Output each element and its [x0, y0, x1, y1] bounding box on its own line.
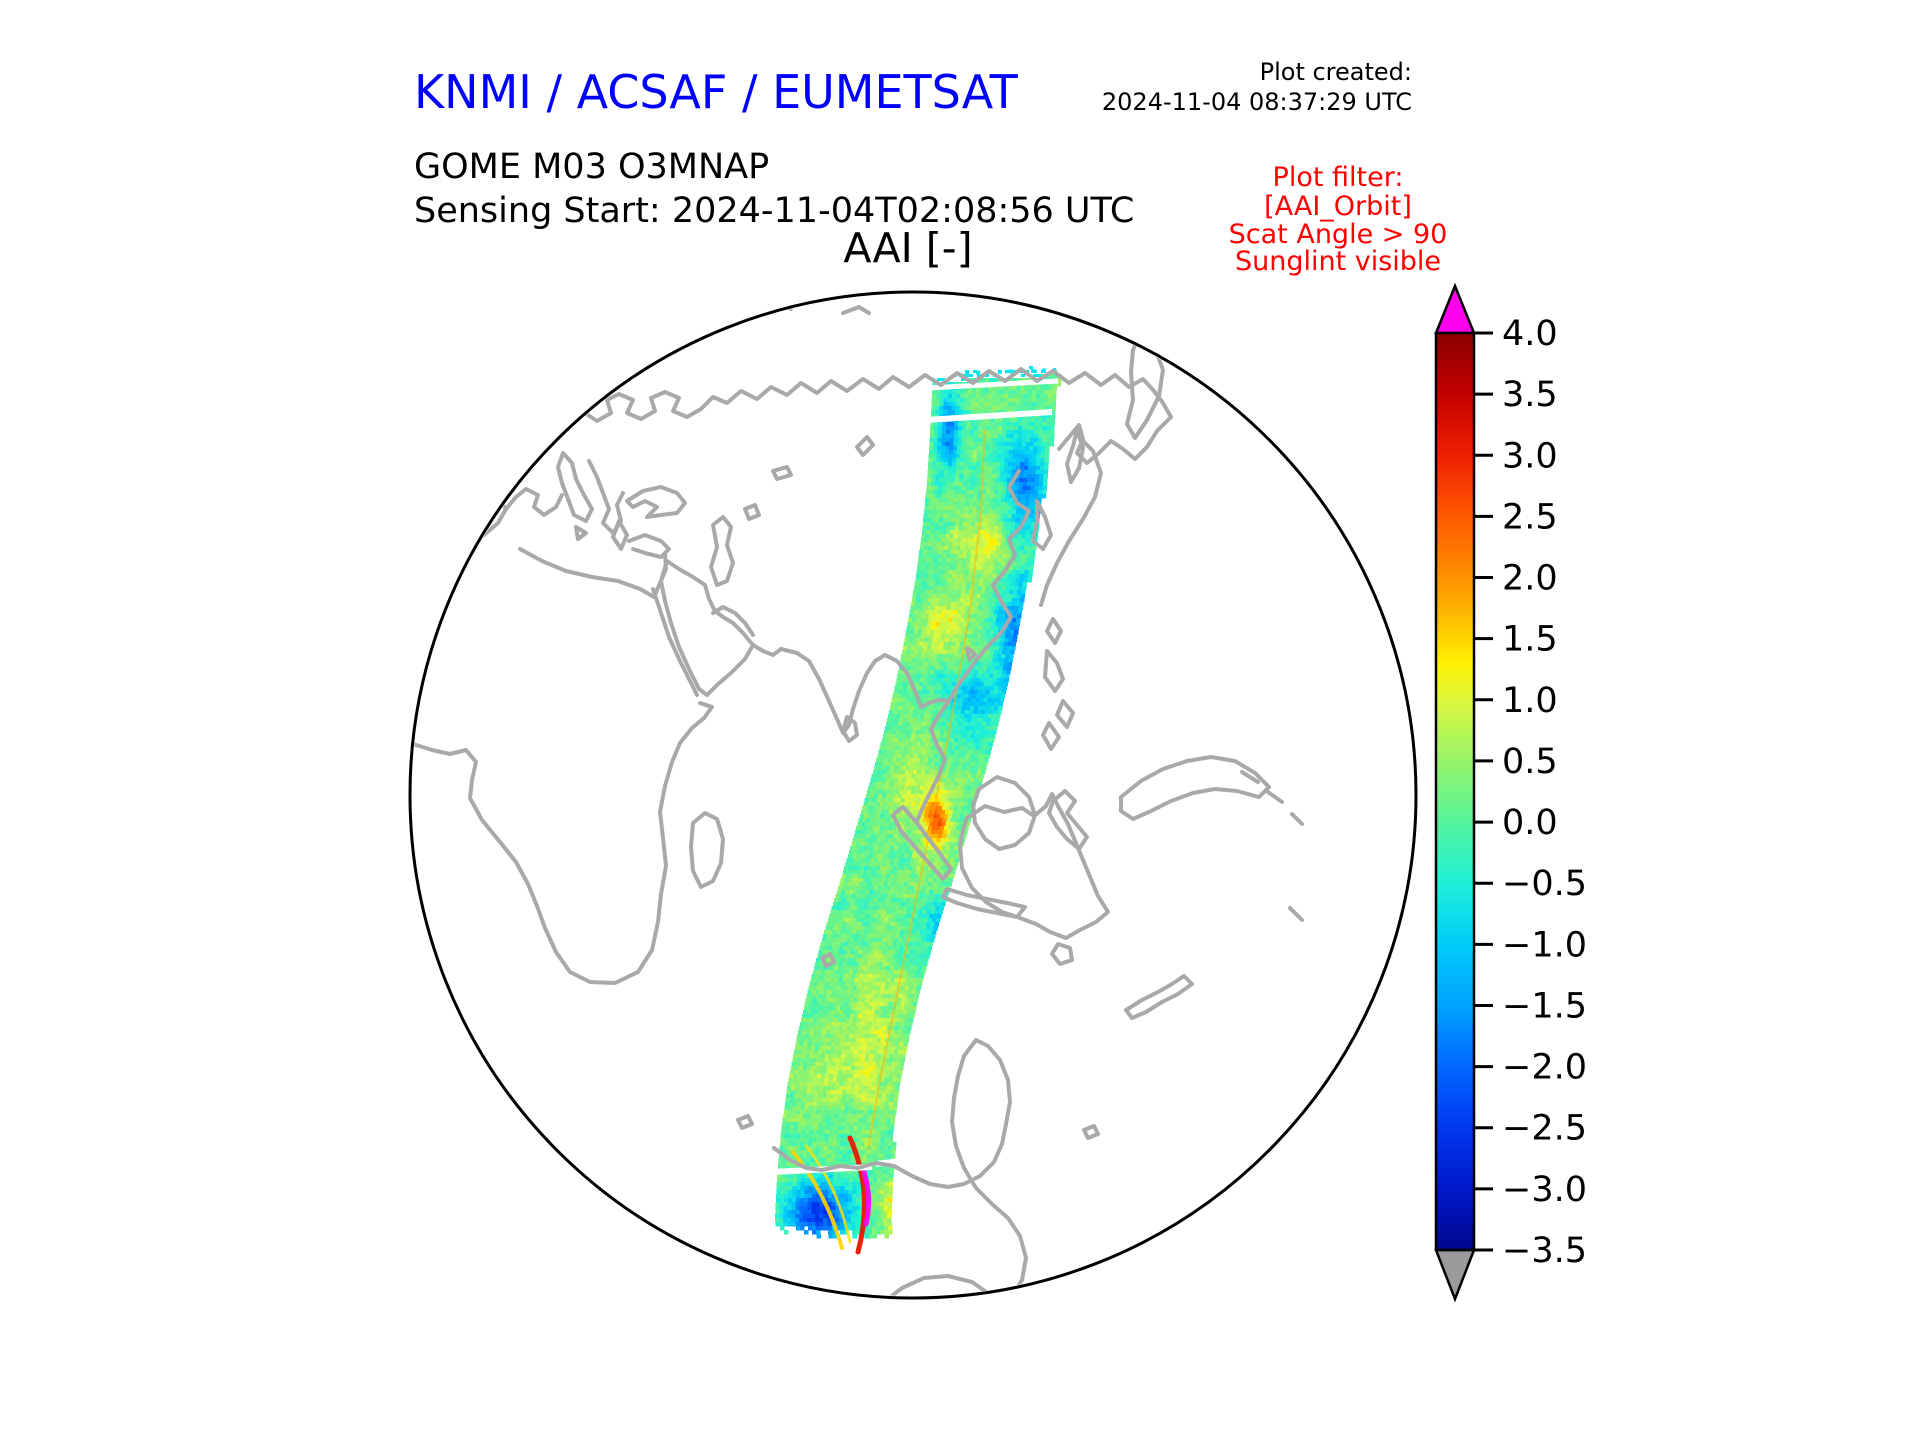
coastline-path	[841, 715, 859, 743]
coastline-path	[1039, 435, 1103, 607]
coastline-path	[1050, 942, 1074, 966]
coastline-path	[701, 283, 715, 289]
coastline-path	[1065, 428, 1085, 484]
swath-top-dotted-edge	[964, 368, 1057, 375]
coastline-path	[627, 305, 689, 343]
colorbar-tick-label: −1.0	[1502, 925, 1587, 965]
coastline-path	[743, 503, 761, 521]
sunglint-arc	[791, 1150, 844, 1250]
colorbar-tick-label: −2.0	[1502, 1048, 1587, 1088]
coastline-path	[1047, 789, 1089, 851]
colorbar-tick-label: 3.0	[1502, 436, 1558, 476]
sunglint-arc	[847, 1135, 867, 1255]
colorbar-tick-label: 1.5	[1502, 620, 1558, 660]
coastline-path	[779, 647, 951, 735]
coastline-path	[625, 485, 687, 519]
coastline-path	[689, 811, 725, 889]
colorbar-tick-label: −3.5	[1502, 1231, 1587, 1271]
coastline-path	[518, 547, 668, 599]
nadir-line	[867, 429, 986, 1151]
coastline-path	[1045, 617, 1063, 645]
plot-filter-annotation: Plot filter: [AAI_Orbit] Scat Angle > 90…	[1229, 162, 1448, 277]
coastline-path	[882, 1274, 1006, 1296]
plot-filter-line-3: Sunglint visible	[1235, 246, 1441, 277]
coastline-path	[1031, 499, 1053, 551]
coastline-path	[965, 646, 977, 662]
coastline-path	[504, 487, 564, 517]
coastline-path	[841, 305, 871, 315]
coastline-path	[651, 587, 699, 697]
coastline-path	[772, 1038, 1028, 1296]
coastline-path	[1266, 790, 1284, 804]
colorbar-under-arrow	[1434, 1248, 1476, 1303]
coastline-path	[1082, 1124, 1100, 1140]
coastline-path	[771, 465, 793, 481]
colorbar-tick-label: −0.5	[1502, 864, 1587, 904]
coastline-path	[709, 515, 735, 587]
colorbar-bar	[1434, 331, 1476, 1252]
coastline-path	[603, 294, 621, 299]
plot-filter-line-2: Scat Angle > 90	[1229, 219, 1448, 250]
coastline-path	[1119, 755, 1271, 821]
sunglint-arc	[804, 1144, 852, 1244]
coastline-path	[611, 519, 629, 551]
coastline-path	[1290, 812, 1304, 826]
coastline-path	[587, 459, 625, 535]
coastline-path	[574, 525, 588, 541]
sensing-start: Sensing Start: 2024-11-04T02:08:56 UTC	[414, 191, 1134, 231]
coastline-path	[751, 643, 783, 657]
coastline-path	[1288, 906, 1304, 922]
sunglint-arc	[861, 1169, 872, 1227]
colorbar-tick-label: 4.0	[1502, 314, 1558, 354]
coastline-path	[1124, 974, 1194, 1020]
colorbar-tick-label: −3.0	[1502, 1170, 1587, 1210]
agency-title: KNMI / ACSAF / EUMETSAT	[414, 65, 1019, 119]
coastline-path	[1240, 770, 1260, 784]
coastline-path	[1055, 699, 1075, 729]
colorbar-tick-label: 0.0	[1502, 803, 1558, 843]
coastline-path	[699, 367, 1173, 419]
coastline-path	[627, 533, 671, 559]
coastline-path	[958, 792, 1110, 940]
plot-filter-title: Plot filter:	[1273, 162, 1404, 193]
plot-created-label: Plot created:	[1260, 58, 1412, 86]
colorbar-tick-label: 2.5	[1502, 497, 1558, 537]
colorbar-tick-label: 1.0	[1502, 681, 1558, 721]
globe-outline	[408, 290, 1418, 1300]
colorbar-tick-label: 2.0	[1502, 559, 1558, 599]
coastline-path	[412, 701, 714, 985]
colorbar-tick-label: 3.5	[1502, 375, 1558, 415]
product-name: GOME M03 O3MNAP	[414, 147, 769, 187]
coastline-path	[947, 469, 1031, 703]
colorbar-tick-label: −2.5	[1502, 1109, 1587, 1149]
data-gap-line	[925, 409, 1053, 423]
colorbar-tick-label: −1.5	[1502, 986, 1587, 1026]
coastline-path	[1043, 649, 1065, 693]
map-title: AAI [-]	[843, 224, 972, 272]
colorbar-tick-label: 0.5	[1502, 742, 1558, 782]
coastline-path	[971, 775, 1037, 851]
coastline-path	[711, 605, 755, 637]
coastline-path	[855, 435, 875, 457]
coastline-path	[1041, 721, 1061, 751]
coastline-path	[559, 301, 591, 313]
coastline-path	[891, 805, 953, 881]
coastline-path	[659, 559, 755, 697]
coastline-path	[1125, 334, 1165, 440]
colorbar-over-arrow	[1434, 282, 1476, 335]
coastline-path	[915, 699, 951, 823]
coastline-path	[450, 391, 480, 413]
plot-created-timestamp: 2024-11-04 08:37:29 UTC	[1102, 88, 1412, 116]
coastline-path	[736, 1114, 754, 1130]
colorbar: 4.0 3.5 3.0 2.5 2.0 1.5 1.0 0.5 0.0 −0.5 −1.0 −1.5 −…	[1434, 282, 1587, 1303]
plot-filter-line-1: [AAI_Orbit]	[1264, 191, 1412, 222]
coastline-path	[1057, 415, 1173, 465]
coastline-path	[820, 952, 836, 968]
coastline-path	[556, 451, 594, 523]
